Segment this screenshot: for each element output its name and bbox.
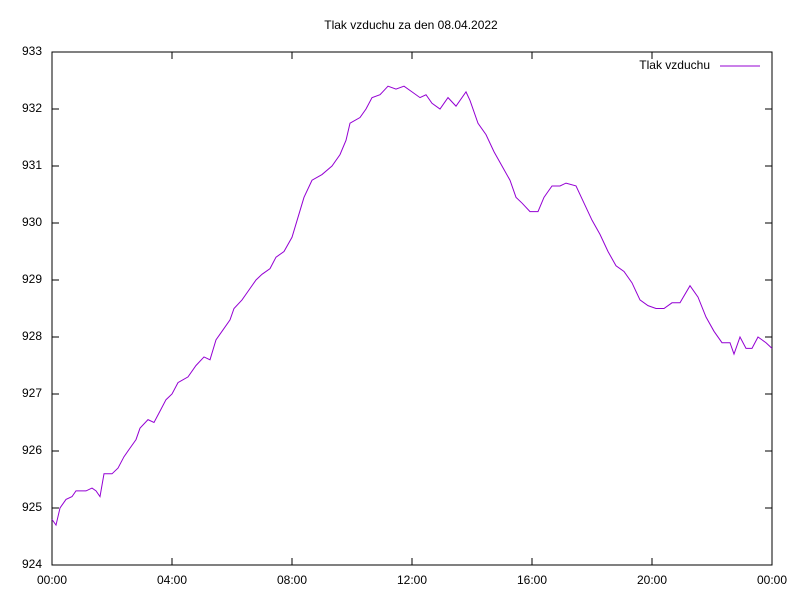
x-tick-label: 00:00 xyxy=(37,573,67,587)
y-tick-label: 925 xyxy=(22,500,42,514)
x-tick-label: 12:00 xyxy=(397,573,427,587)
y-tick-label: 927 xyxy=(22,386,42,400)
y-tick-label: 933 xyxy=(22,44,42,58)
data-line xyxy=(51,85,773,527)
plot-border xyxy=(51,51,773,566)
y-tick-label: 926 xyxy=(22,443,42,457)
legend-label: Tlak vzduchu xyxy=(639,58,710,72)
x-tick-label: 08:00 xyxy=(277,573,307,587)
x-tick-label: 00:00 xyxy=(757,573,787,587)
y-tick-label: 928 xyxy=(22,329,42,343)
y-tick-label: 929 xyxy=(22,272,42,286)
y-tick-label: 924 xyxy=(22,557,42,571)
y-tick-label: 932 xyxy=(22,101,42,115)
x-tick-label: 04:00 xyxy=(157,573,187,587)
y-tick-label: 931 xyxy=(22,158,42,172)
x-tick-label: 16:00 xyxy=(517,573,547,587)
chart-title: Tlak vzduchu za den 08.04.2022 xyxy=(324,18,498,32)
x-tick-label: 20:00 xyxy=(637,573,667,587)
y-tick-label: 930 xyxy=(22,215,42,229)
